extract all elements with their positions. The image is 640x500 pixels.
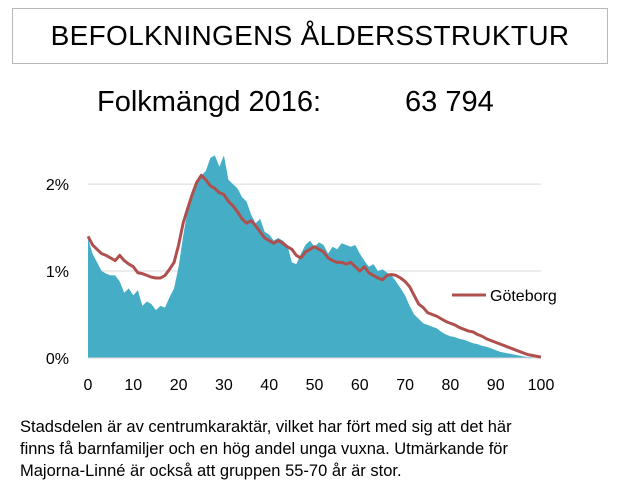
x-tick-label: 20 — [170, 377, 188, 394]
population-value: 63 794 — [405, 86, 494, 118]
x-tick-label: 30 — [215, 377, 233, 394]
age-structure-chart: 0% 1% 2% 0 10 20 30 40 50 60 70 80 90 100 Göteborg — [46, 155, 557, 394]
line-series-goteborg — [86, 173, 542, 359]
population-label: Folkmängd 2016: — [97, 86, 322, 118]
y-tick-label: 2% — [46, 177, 69, 194]
description: Stadsdelen är av centrumkaraktär, vilket… — [20, 416, 620, 482]
legend-label: Göteborg — [490, 288, 557, 305]
x-tick-label: 0 — [84, 377, 93, 394]
x-tick-label: 40 — [260, 377, 278, 394]
description-line: finns få barnfamiljer och en hög andel u… — [20, 440, 508, 458]
description-line: Majorna-Linné är också att gruppen 55-70… — [20, 462, 402, 480]
x-tick-label: 100 — [528, 377, 555, 394]
area-series — [88, 155, 541, 358]
x-tick-label: 10 — [124, 377, 142, 394]
x-tick-label: 80 — [442, 377, 460, 394]
y-tick-label: 1% — [46, 264, 69, 281]
x-tick-label: 50 — [306, 377, 324, 394]
description-line: Stadsdelen är av centrumkaraktär, vilket… — [20, 418, 512, 436]
y-tick-label: 0% — [46, 351, 69, 368]
title-box: BEFOLKNINGENS ÅLDERSSTRUKTUR — [12, 8, 608, 64]
page-title: BEFOLKNINGENS ÅLDERSSTRUKTUR — [50, 20, 570, 51]
x-tick-label: 60 — [351, 377, 369, 394]
x-tick-label: 70 — [396, 377, 414, 394]
x-tick-label: 90 — [487, 377, 505, 394]
